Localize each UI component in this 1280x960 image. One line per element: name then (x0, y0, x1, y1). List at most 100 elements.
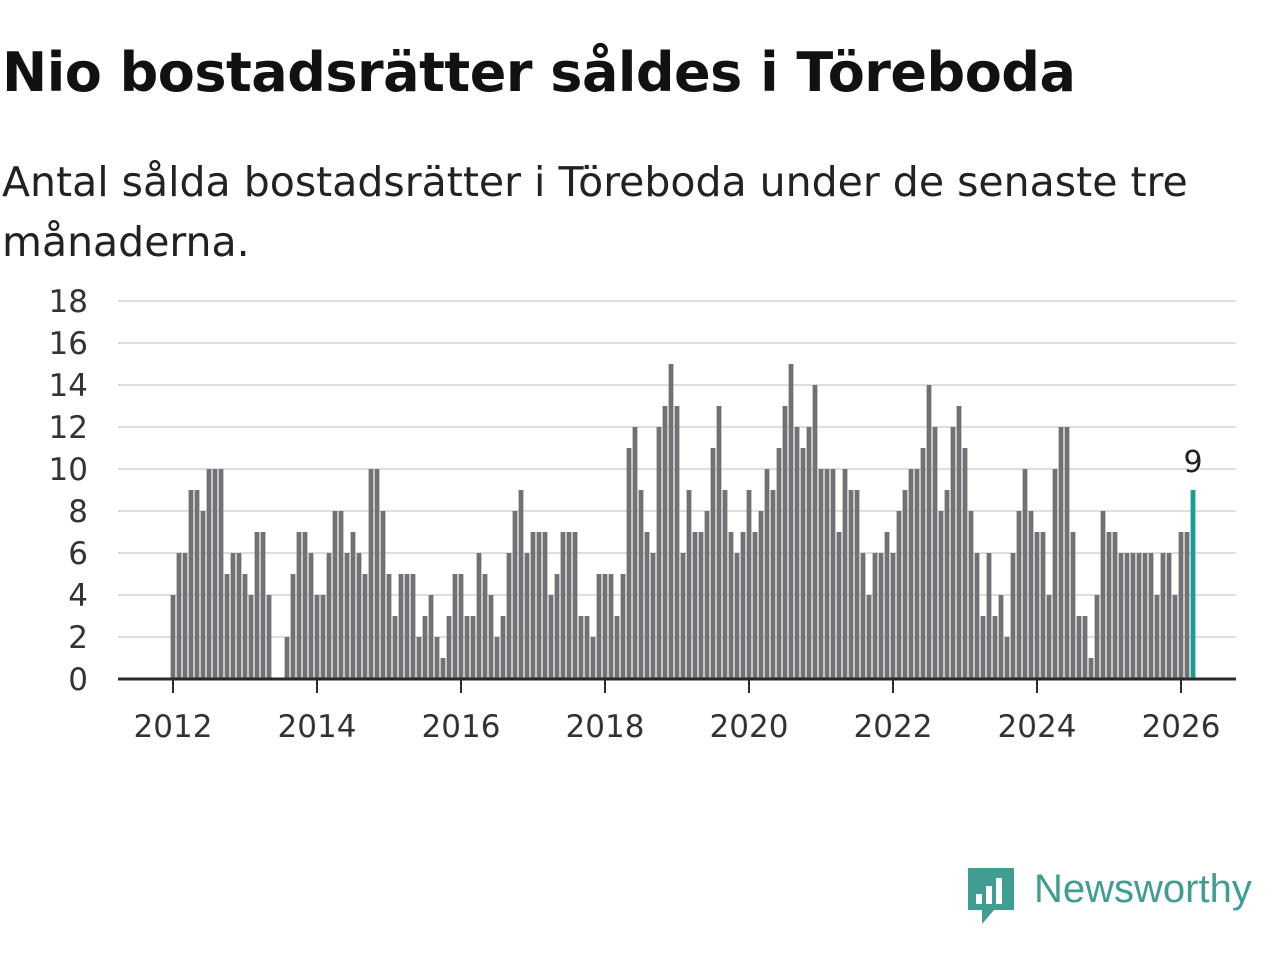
y-tick-label-2: 2 (68, 620, 88, 656)
bar-135 (980, 616, 986, 679)
bar-84 (674, 406, 680, 679)
bar-102 (782, 406, 788, 679)
bar-161 (1136, 553, 1142, 679)
bar-151 (1076, 616, 1082, 679)
bar-57 (512, 511, 518, 679)
bar-41 (416, 637, 422, 679)
bar-74 (614, 616, 620, 679)
bar-2 (182, 553, 188, 679)
bar-131 (956, 406, 962, 679)
bar-75 (620, 574, 626, 679)
bar-19 (284, 637, 290, 679)
bar-87 (692, 532, 698, 679)
bar-89 (704, 511, 710, 679)
bar-38 (398, 574, 404, 679)
y-tick-label-18: 18 (49, 284, 88, 320)
y-tick-label-14: 14 (49, 368, 88, 404)
bar-96 (746, 490, 752, 679)
bar-55 (500, 616, 506, 679)
bar-108 (818, 469, 824, 679)
bar-149 (1064, 427, 1070, 679)
bar-152 (1082, 616, 1088, 679)
bar-11 (236, 553, 242, 679)
bar-21 (296, 532, 302, 679)
bar-112 (842, 469, 848, 679)
bar-14 (254, 532, 260, 679)
bar-147 (1052, 469, 1058, 679)
bar-98 (758, 511, 764, 679)
y-tick-label-6: 6 (68, 536, 88, 572)
bar-70 (590, 637, 596, 679)
bar-32 (362, 574, 368, 679)
latest-value-label: 9 (1183, 445, 1202, 480)
bar-92 (722, 490, 728, 679)
bar-34 (374, 469, 380, 679)
bar-16 (266, 595, 272, 679)
bar-139 (1004, 637, 1010, 679)
bar-79 (644, 532, 650, 679)
bar-64 (554, 574, 560, 679)
bar-51 (476, 553, 482, 679)
bar-138 (998, 595, 1004, 679)
bar-63 (548, 595, 554, 679)
bar-91 (716, 406, 722, 679)
bar-86 (686, 490, 692, 679)
bar-78 (638, 490, 644, 679)
bar-109 (824, 469, 830, 679)
bar-154 (1094, 595, 1100, 679)
bar-145 (1040, 532, 1046, 679)
bar-29 (344, 553, 350, 679)
bar-164 (1154, 595, 1160, 679)
bar-46 (446, 616, 452, 679)
bar-0 (170, 595, 176, 679)
bar-148 (1058, 427, 1064, 679)
bar-40 (410, 574, 416, 679)
bar-25 (320, 595, 326, 679)
x-tick-label-2012: 2012 (134, 709, 213, 745)
bar-141 (1016, 511, 1022, 679)
bar-37 (392, 616, 398, 679)
bar-128 (938, 511, 944, 679)
y-tick-label-4: 4 (68, 578, 88, 614)
bar-166 (1166, 553, 1172, 679)
bar-132 (962, 448, 968, 679)
bar-167 (1172, 595, 1178, 679)
y-tick-label-16: 16 (49, 326, 88, 362)
bar-10 (230, 553, 236, 679)
bar-159 (1124, 553, 1130, 679)
bar-133 (968, 511, 974, 679)
bar-48 (458, 574, 464, 679)
bar-73 (608, 574, 614, 679)
newsworthy-logo[interactable]: Newsworthy (964, 864, 1276, 928)
y-tick-label-0: 0 (68, 662, 88, 698)
bar-140 (1010, 553, 1016, 679)
chart-subtitle: Antal sålda bostadsrätter i Töreboda und… (2, 158, 1188, 266)
bar-67 (572, 532, 578, 679)
bar-83 (668, 364, 674, 679)
bar-126 (926, 385, 932, 679)
x-tick-label-2014: 2014 (278, 709, 357, 745)
bar-97 (752, 532, 758, 679)
bar-120 (890, 553, 896, 679)
bar-142 (1022, 469, 1028, 679)
bar-6 (206, 469, 212, 679)
bar-43 (428, 595, 434, 679)
bar-33 (368, 469, 374, 679)
bar-130 (950, 427, 956, 679)
bar-107 (812, 385, 818, 679)
x-tick-label-2026: 2026 (1142, 709, 1221, 745)
bar-125 (920, 448, 926, 679)
bar-42 (422, 616, 428, 679)
bar-124 (914, 469, 920, 679)
bar-158 (1118, 553, 1124, 679)
y-axis-ticks: 0 2 4 6 8 10 12 14 16 18 (49, 284, 88, 698)
bar-76 (626, 448, 632, 679)
bar-153 (1088, 658, 1094, 679)
bar-81 (656, 427, 662, 679)
bar-156 (1106, 532, 1112, 679)
x-tick-label-2024: 2024 (998, 709, 1077, 745)
bar-53 (488, 595, 494, 679)
bar-45 (440, 658, 446, 679)
bar-104 (794, 427, 800, 679)
bar-146 (1046, 595, 1052, 679)
